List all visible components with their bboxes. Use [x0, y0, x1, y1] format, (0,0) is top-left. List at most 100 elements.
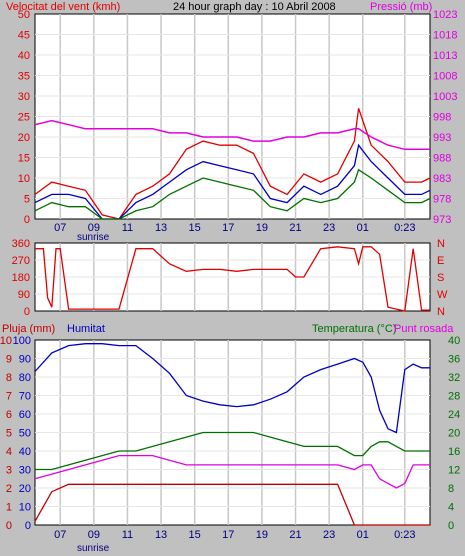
compass-label: W: [437, 289, 448, 301]
pressure-axis-tick: 1018: [433, 30, 457, 42]
rain-series: [34, 483, 430, 526]
humidity-series: [34, 343, 430, 434]
chart-title: 24 hour graph day : 10 Abril 2008: [173, 1, 336, 13]
wind-axis-tick: 45: [18, 30, 30, 42]
x-tick-label: 07: [54, 222, 66, 234]
rain-axis-tick: 5: [6, 428, 12, 440]
x-tick-label: 15: [189, 529, 201, 541]
direction-axis-tick: 180: [12, 272, 30, 284]
x-tick-label: 21: [289, 529, 301, 541]
humidity-axis-tick: 10: [19, 502, 31, 514]
wind-speed-label: Velocitat del vent (kmh): [6, 1, 120, 13]
rain-axis-tick: 7: [6, 391, 12, 403]
pressure-axis-tick: 1023: [433, 9, 457, 21]
pressure-axis-tick: 1013: [433, 50, 457, 62]
humidity-axis-tick: 40: [19, 446, 31, 458]
x-tick-label: 07: [54, 529, 66, 541]
rain-axis-tick: 8: [6, 372, 12, 384]
x-tick-label: 17: [222, 222, 234, 234]
rain-axis-tick: 0: [6, 520, 12, 532]
x-tick-label: 21: [289, 222, 301, 234]
direction-axis-tick: 360: [12, 238, 30, 250]
wind-axis-tick: 30: [18, 91, 30, 103]
wind-axis-tick: 15: [18, 153, 30, 165]
temperature-axis-tick: 36: [448, 354, 460, 366]
temperature-label: Temperatura (°C): [312, 323, 396, 335]
wind-average-series: [34, 168, 431, 220]
pressure-axis-tick: 993: [433, 132, 451, 144]
dewpoint-label: Punt rosada: [394, 323, 454, 335]
x-tick-label: 0:23: [394, 222, 415, 234]
temperature-axis-tick: 16: [448, 446, 460, 458]
x-tick-label: 15: [189, 222, 201, 234]
rain-axis-tick: 10: [0, 335, 12, 347]
x-tick-label: 13: [155, 222, 167, 234]
wind-axis-tick: 50: [18, 9, 30, 21]
temperature-series: [35, 431, 430, 471]
temperature-axis-tick: 20: [448, 428, 460, 440]
pressure-series: [34, 119, 430, 151]
x-tick-label: 11: [122, 529, 133, 541]
sunrise-label-bottom: sunrise: [77, 543, 110, 554]
rain-axis-tick: 4: [6, 446, 12, 458]
humidity-axis-tick: 70: [19, 391, 31, 403]
pressure-axis-tick: 973: [433, 214, 451, 226]
temperature-axis-tick: 40: [448, 335, 460, 347]
wind-axis-tick: 35: [18, 71, 30, 83]
x-tick-label: 09: [88, 222, 100, 234]
x-tick-label: 19: [256, 222, 268, 234]
rain-axis-tick: 6: [6, 409, 12, 421]
direction-axis-tick: 90: [18, 289, 30, 301]
rain-axis-tick: 2: [6, 483, 12, 495]
wind-axis-tick: 0: [24, 214, 30, 226]
temperature-axis-tick: 28: [448, 391, 460, 403]
pressure-axis-tick: 998: [433, 112, 451, 124]
pressure-axis-tick: 1003: [433, 91, 457, 103]
temperature-axis-tick: 12: [448, 465, 460, 477]
wind-axis-tick: 25: [18, 112, 30, 124]
direction-axis-tick: 270: [12, 255, 30, 267]
temperature-axis-tick: 0: [448, 520, 454, 532]
temperature-axis-tick: 4: [448, 502, 454, 514]
x-tick-label: 19: [256, 529, 268, 541]
dewpoint-series: [34, 454, 430, 489]
wind-axis-tick: 20: [18, 132, 30, 144]
humidity-axis-tick: 100: [13, 335, 31, 347]
wind-axis-tick: 5: [24, 194, 30, 206]
humidity-axis-tick: 0: [25, 520, 31, 532]
x-tick-label: 0:23: [394, 529, 415, 541]
wind-axis-tick: 10: [18, 173, 30, 185]
rain-axis-tick: 3: [6, 465, 12, 477]
pressure-label: Pressió (mb): [370, 1, 432, 13]
humidity-axis-tick: 60: [19, 409, 31, 421]
humidity-axis-tick: 20: [19, 483, 31, 495]
x-tick-label: 01: [357, 529, 369, 541]
x-tick-label: 11: [122, 222, 133, 234]
temperature-axis-tick: 32: [448, 372, 460, 384]
x-tick-label: 01: [357, 222, 369, 234]
compass-label: N: [437, 306, 445, 318]
wind-axis-tick: 40: [18, 50, 30, 62]
temperature-axis-tick: 24: [448, 409, 460, 421]
pressure-axis-tick: 978: [433, 194, 451, 206]
compass-label: N: [437, 238, 445, 250]
pressure-axis-tick: 988: [433, 153, 451, 165]
wind-direction-series: [35, 246, 430, 312]
humidity-axis-tick: 30: [19, 465, 31, 477]
humidity-label: Humitat: [67, 323, 105, 335]
compass-label: S: [437, 272, 444, 284]
direction-axis-tick: 0: [24, 306, 30, 318]
rain-label: Pluja (mm): [2, 323, 55, 335]
x-tick-label: 13: [155, 529, 167, 541]
temperature-axis-tick: 8: [448, 483, 454, 495]
x-tick-label: 23: [323, 222, 335, 234]
compass-label: E: [437, 255, 444, 267]
humidity-axis-tick: 50: [19, 428, 31, 440]
x-tick-label: 23: [323, 529, 335, 541]
humidity-axis-tick: 90: [19, 354, 31, 366]
x-tick-label: 17: [222, 529, 234, 541]
pressure-axis-tick: 983: [433, 173, 451, 185]
pressure-axis-tick: 1008: [433, 71, 457, 83]
humidity-axis-tick: 80: [19, 372, 31, 384]
